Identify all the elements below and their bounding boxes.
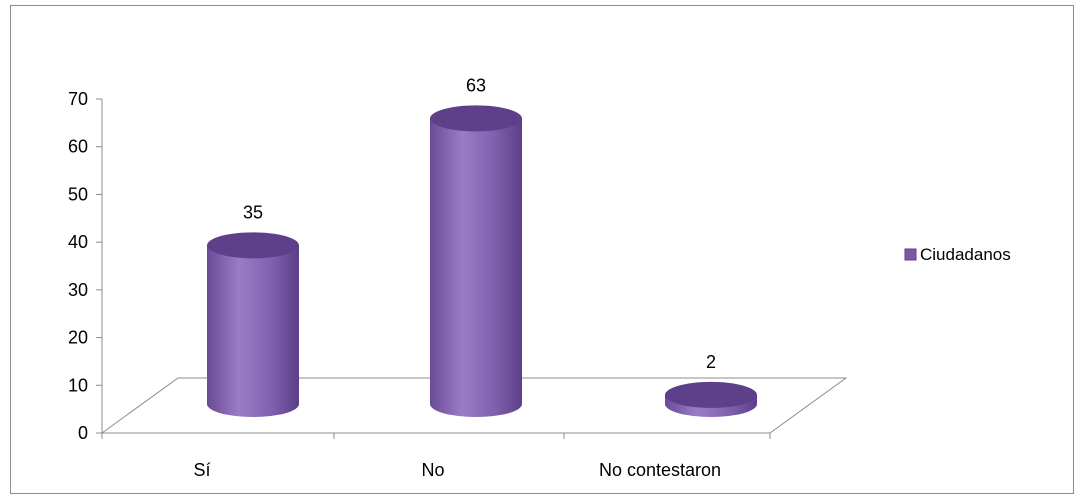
data-labels: 35 63 2 bbox=[243, 75, 716, 372]
x-tick-label: No bbox=[421, 460, 444, 480]
bars bbox=[207, 105, 757, 418]
chart-frame bbox=[10, 5, 1074, 494]
data-label: 35 bbox=[243, 202, 263, 222]
legend: Ciudadanos bbox=[904, 245, 1011, 264]
legend-label-ciudadanos: Ciudadanos bbox=[920, 245, 1011, 264]
y-tick-label: 20 bbox=[68, 328, 88, 348]
axes bbox=[96, 98, 848, 439]
legend-swatch bbox=[904, 248, 917, 261]
bar-1 bbox=[430, 105, 522, 418]
y-tick-label: 30 bbox=[68, 280, 88, 300]
bar-2 bbox=[665, 381, 757, 417]
bar-top bbox=[430, 105, 522, 132]
y-tick-label: 40 bbox=[68, 232, 88, 252]
x-tick-label: No contestaron bbox=[599, 460, 721, 480]
y-tick-labels: 0 10 20 30 40 50 60 70 bbox=[68, 89, 88, 443]
x-tick-label: Sí bbox=[193, 460, 210, 480]
y-tick-label: 0 bbox=[78, 423, 88, 443]
floor-plane bbox=[100, 377, 848, 434]
bar-body bbox=[207, 245, 299, 417]
x-tick-labels: Sí No No contestaron bbox=[193, 460, 721, 480]
data-label: 63 bbox=[466, 75, 486, 95]
bar-top bbox=[665, 381, 757, 408]
bar-body bbox=[430, 118, 522, 418]
y-tick-label: 50 bbox=[68, 184, 88, 204]
y-tick-label: 70 bbox=[68, 89, 88, 109]
bar-top bbox=[207, 232, 299, 259]
bar-0 bbox=[207, 232, 299, 417]
data-label: 2 bbox=[706, 352, 716, 372]
y-tick-label: 10 bbox=[68, 375, 88, 395]
y-tick-label: 60 bbox=[68, 137, 88, 157]
